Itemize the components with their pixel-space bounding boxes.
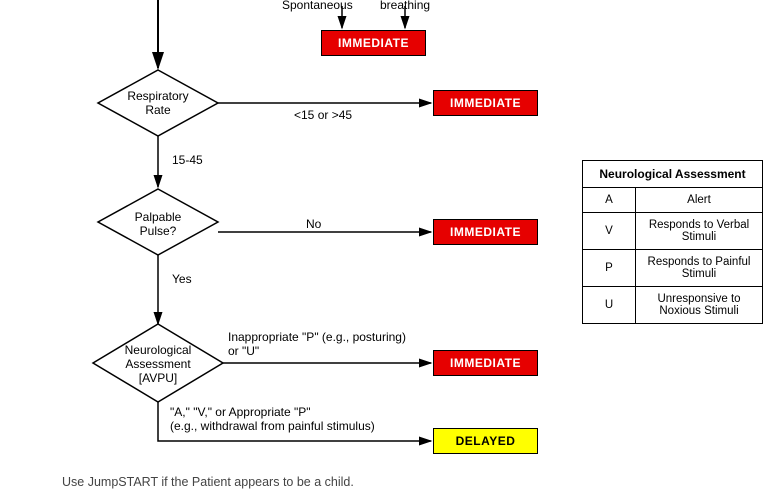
spontaneous-label: Spontaneous — [282, 0, 353, 12]
resp-immediate-box: IMMEDIATE — [433, 90, 538, 116]
top-immediate-box: IMMEDIATE — [321, 30, 426, 56]
table-row: V Responds to Verbal Stimuli — [583, 213, 763, 250]
resp-yes-label: 15-45 — [172, 153, 203, 167]
resp-decision-label: Respiratory Rate — [120, 89, 196, 117]
neuro-immediate-box: IMMEDIATE — [433, 350, 538, 376]
table-row: P Responds to Painful Stimuli — [583, 250, 763, 287]
pulse-immediate-box: IMMEDIATE — [433, 219, 538, 245]
pulse-decision-label: Palpable Pulse? — [125, 210, 191, 238]
neuro-no-label: Inappropriate "P" (e.g., posturing) or "… — [228, 330, 448, 358]
table-row: A Alert — [583, 188, 763, 213]
resp-no-label: <15 or >45 — [294, 108, 352, 122]
table-row: U Unresponsive to Noxious Stimuli — [583, 287, 763, 324]
avpu-title: Neurological Assessment — [583, 161, 763, 188]
footnote: Use JumpSTART if the Patient appears to … — [62, 475, 354, 489]
neuro-delayed-box: DELAYED — [433, 428, 538, 454]
pulse-yes-label: Yes — [172, 272, 192, 286]
neuro-yes-label: "A," "V," or Appropriate "P" (e.g., with… — [170, 405, 430, 433]
breathing-label: breathing — [380, 0, 430, 12]
pulse-no-label: No — [306, 217, 321, 231]
avpu-table: Neurological Assessment A Alert V Respon… — [582, 160, 763, 324]
neuro-decision-label: Neurological Assessment [AVPU] — [112, 343, 204, 385]
